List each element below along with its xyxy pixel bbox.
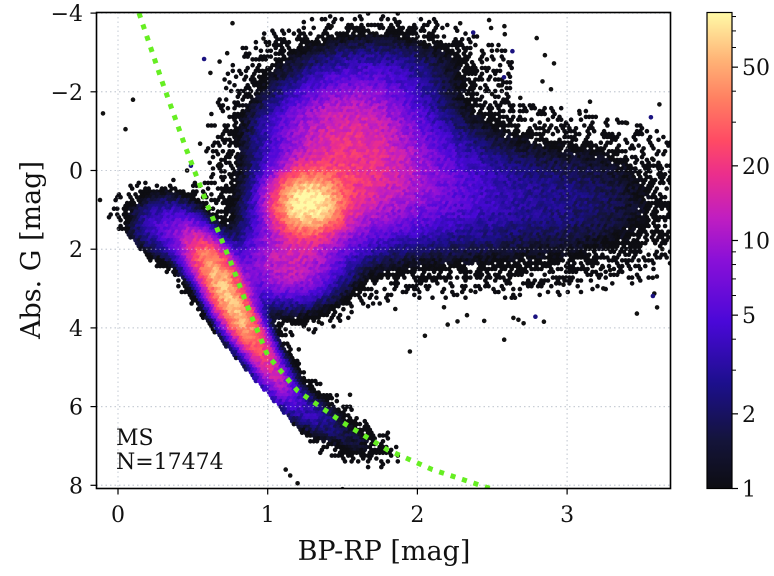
y-tick-label: −4: [51, 2, 83, 27]
x-tick-label: 3: [560, 503, 574, 528]
x-tick-label: 1: [261, 503, 275, 528]
y-tick-label: 4: [69, 317, 83, 342]
colorbar-tick-label: 5: [742, 304, 756, 329]
colorbar-tick-label: 1: [742, 478, 756, 503]
plot-frame: [95, 11, 672, 490]
x-tick-label: 2: [410, 503, 424, 528]
colorbar-tick-label: 10: [742, 230, 770, 255]
plot-area: 0 1 2 3 −4 −2 0 2 4 6 8: [51, 2, 672, 528]
x-tick-label: 0: [111, 503, 125, 528]
y-tick-label: 0: [69, 160, 83, 185]
colorbar-ticks: 1 2 5 10 20 50: [732, 16, 770, 503]
y-tick-label: 8: [69, 474, 83, 499]
colorbar-tick-label: 2: [742, 403, 756, 428]
y-axis-ticks: −4 −2 0 2 4 6 8: [51, 2, 97, 499]
colorbar: 1 2 5 10 20 50: [706, 11, 770, 503]
y-tick-label: 6: [69, 396, 83, 421]
colorbar-gradient: [706, 11, 733, 490]
density-points: [97, 13, 670, 488]
y-axis-label: Abs. G [mag]: [16, 161, 47, 340]
y-tick-label: −2: [51, 81, 83, 106]
annotation-sample-label: MS: [116, 426, 154, 451]
x-axis-label: BP-RP [mag]: [298, 536, 471, 567]
x-axis-ticks: 0 1 2 3: [111, 488, 574, 528]
colorbar-tick-label: 50: [742, 56, 770, 81]
colorbar-tick-label: 20: [742, 155, 770, 180]
y-tick-label: 2: [69, 238, 83, 263]
annotation-sample-count: N=17474: [116, 450, 224, 475]
